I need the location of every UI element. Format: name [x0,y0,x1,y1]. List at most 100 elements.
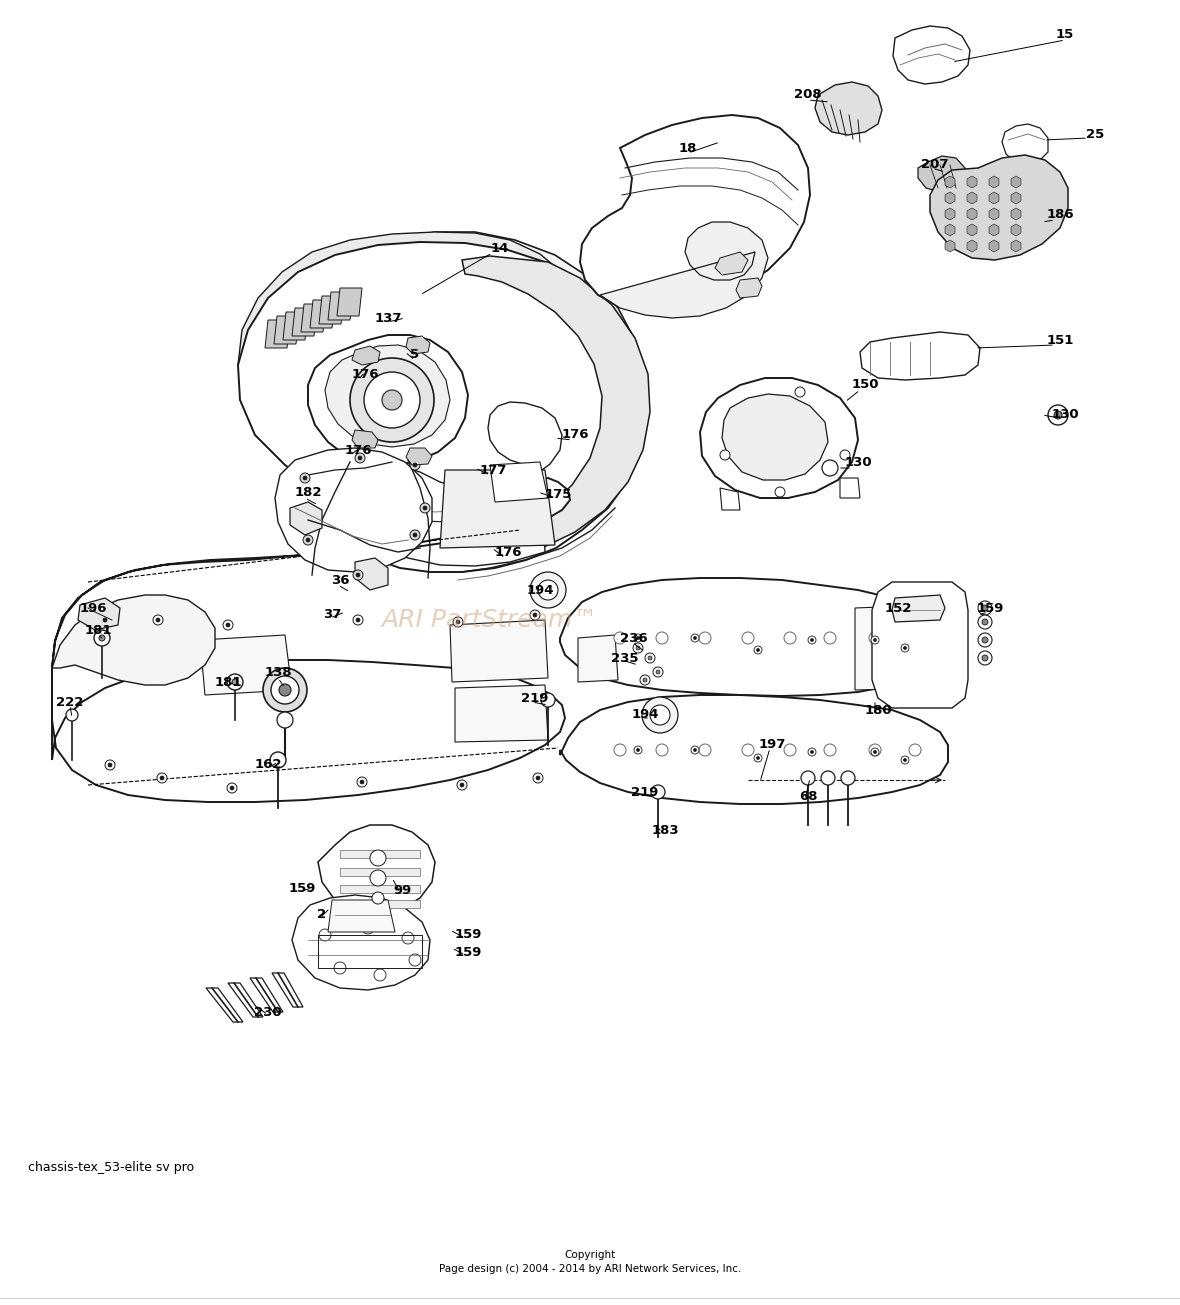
Polygon shape [945,207,955,221]
Polygon shape [966,207,977,221]
Circle shape [460,783,464,787]
Circle shape [902,643,909,652]
Circle shape [420,502,430,513]
Circle shape [358,455,362,459]
Circle shape [278,684,291,696]
Text: 18: 18 [678,141,697,154]
Circle shape [904,758,906,762]
Circle shape [1054,411,1062,419]
Circle shape [691,746,699,754]
Polygon shape [700,378,858,499]
Circle shape [457,780,467,790]
Circle shape [413,532,417,536]
Polygon shape [273,974,303,1007]
Polygon shape [317,825,435,915]
Text: 36: 36 [330,573,349,586]
Circle shape [103,619,107,622]
Polygon shape [275,448,432,572]
Circle shape [614,744,627,756]
Circle shape [699,632,712,643]
Circle shape [754,754,762,762]
Polygon shape [52,478,570,803]
Circle shape [821,771,835,786]
Polygon shape [319,296,345,324]
Polygon shape [308,335,468,465]
Circle shape [754,646,762,654]
Text: 186: 186 [1047,209,1074,222]
Polygon shape [238,232,592,474]
Polygon shape [340,885,420,893]
Polygon shape [1011,176,1021,188]
Text: 176: 176 [562,428,589,441]
Circle shape [402,932,414,944]
Polygon shape [206,988,243,1022]
Polygon shape [560,696,948,804]
Polygon shape [266,320,290,348]
Text: 194: 194 [526,583,553,596]
Text: 182: 182 [294,487,322,500]
Polygon shape [301,304,326,331]
Text: 152: 152 [884,602,912,615]
Circle shape [982,619,988,625]
Circle shape [775,487,785,497]
Circle shape [540,693,555,707]
Circle shape [756,757,760,760]
Circle shape [636,646,640,650]
Circle shape [904,646,906,650]
Polygon shape [989,207,999,221]
Text: 219: 219 [631,786,658,799]
Circle shape [840,450,850,459]
Circle shape [902,756,909,763]
Circle shape [643,679,647,683]
Text: 230: 230 [254,1005,282,1018]
Circle shape [157,773,168,783]
Circle shape [356,619,360,622]
Text: 14: 14 [491,241,510,254]
Circle shape [691,634,699,642]
Polygon shape [578,636,618,683]
Polygon shape [291,308,317,335]
Circle shape [99,636,105,641]
Circle shape [371,850,386,867]
Circle shape [372,893,384,904]
Polygon shape [463,256,650,562]
Circle shape [232,679,238,685]
Circle shape [533,613,537,617]
Circle shape [227,673,243,690]
Polygon shape [340,900,420,908]
Circle shape [871,748,879,756]
Circle shape [811,638,813,642]
Circle shape [636,749,640,752]
Polygon shape [840,478,860,499]
Circle shape [871,636,879,643]
Polygon shape [856,606,932,690]
Polygon shape [440,470,555,548]
Circle shape [223,620,232,630]
Circle shape [811,750,813,753]
Text: 159: 159 [288,881,316,894]
Text: 181: 181 [215,676,242,689]
Circle shape [656,744,668,756]
Circle shape [978,633,992,647]
Text: 162: 162 [254,758,282,771]
Circle shape [227,783,237,793]
Polygon shape [238,241,648,572]
Text: 130: 130 [844,457,872,470]
Circle shape [109,763,112,767]
Polygon shape [250,977,283,1011]
Text: 177: 177 [479,463,506,476]
Polygon shape [352,346,380,365]
Circle shape [363,372,420,428]
Circle shape [409,954,421,966]
Circle shape [105,760,114,770]
Polygon shape [1011,224,1021,236]
Polygon shape [310,300,335,328]
Polygon shape [274,316,299,345]
Circle shape [413,463,417,467]
Circle shape [756,649,760,651]
Text: 15: 15 [1056,29,1074,42]
Circle shape [982,637,988,643]
Text: 176: 176 [345,444,372,457]
Text: 219: 219 [522,692,549,705]
Circle shape [742,632,754,643]
